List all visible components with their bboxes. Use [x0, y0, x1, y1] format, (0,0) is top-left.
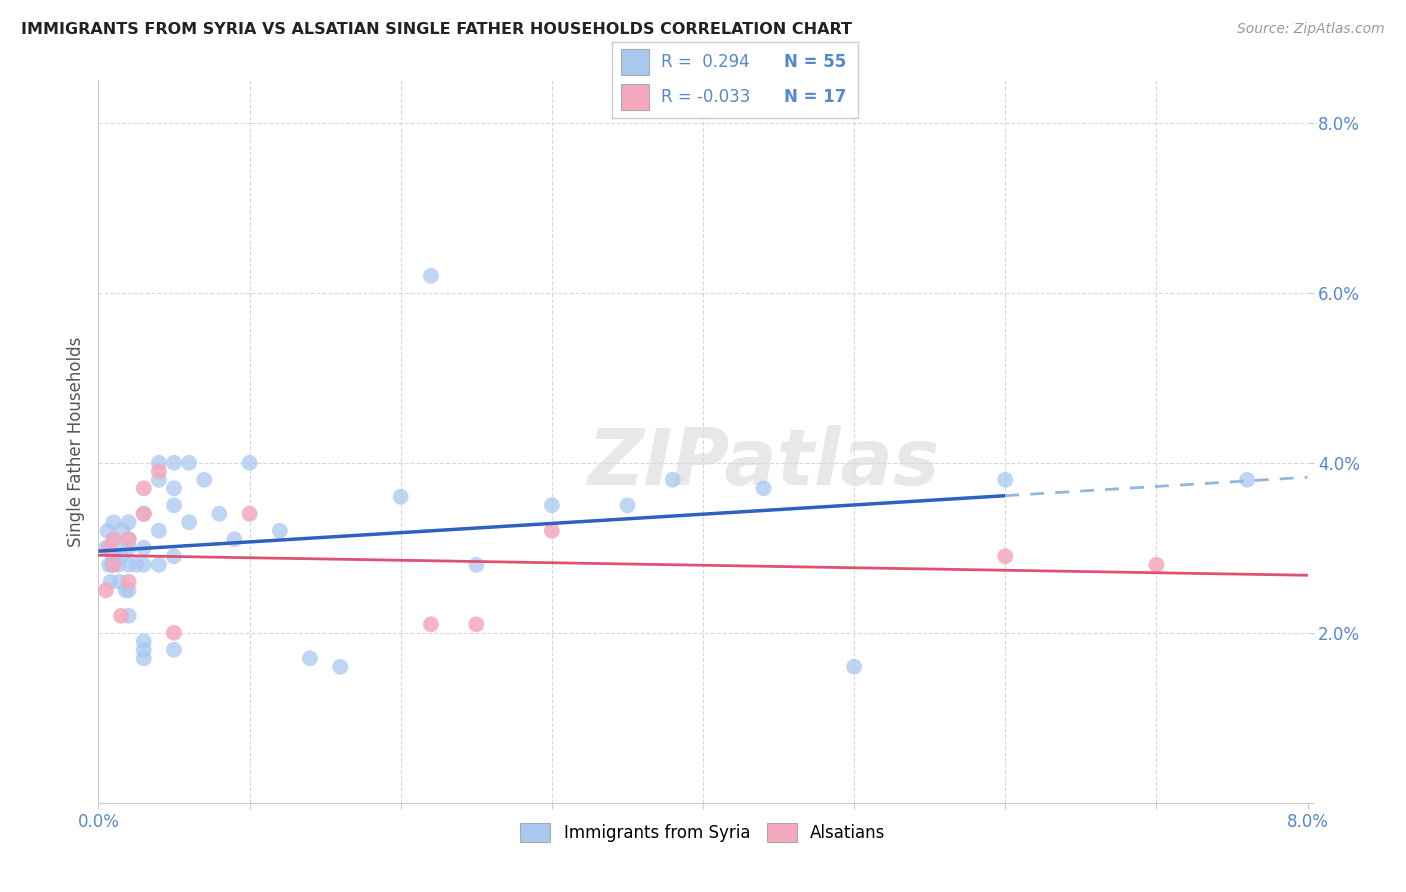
Point [163, 549, 186, 564]
Point [103, 549, 125, 564]
Point [111, 524, 134, 538]
Point [114, 583, 136, 598]
Point [101, 558, 124, 572]
Point [94, 541, 117, 555]
Point [299, 651, 322, 665]
Point [118, 533, 141, 547]
Point [103, 533, 125, 547]
Point [118, 533, 141, 547]
Point [132, 507, 155, 521]
Point [100, 574, 122, 589]
Point [163, 642, 186, 657]
Point [118, 608, 141, 623]
Point [108, 574, 131, 589]
Point [163, 481, 186, 495]
Point [389, 490, 412, 504]
Text: R = -0.033: R = -0.033 [661, 88, 751, 106]
Point [1236, 473, 1258, 487]
Point [110, 549, 132, 564]
Point [105, 541, 128, 555]
FancyBboxPatch shape [621, 85, 648, 111]
Point [994, 549, 1017, 564]
Point [125, 558, 148, 572]
Point [118, 583, 141, 598]
Point [239, 456, 262, 470]
Text: Source: ZipAtlas.com: Source: ZipAtlas.com [1237, 22, 1385, 37]
Point [98, 541, 121, 555]
Point [148, 524, 170, 538]
Point [110, 608, 132, 623]
Point [844, 660, 866, 674]
Point [118, 558, 141, 572]
Point [148, 473, 170, 487]
Point [224, 533, 246, 547]
Point [132, 651, 155, 665]
Point [94, 583, 117, 598]
Point [208, 507, 231, 521]
Point [148, 558, 170, 572]
Y-axis label: Single Father Households: Single Father Households [66, 336, 84, 547]
Point [132, 541, 155, 555]
Point [118, 574, 141, 589]
Legend: Immigrants from Syria, Alsatians: Immigrants from Syria, Alsatians [513, 816, 893, 848]
Point [148, 456, 170, 470]
Point [540, 498, 562, 512]
Point [107, 558, 129, 572]
Point [616, 498, 638, 512]
Point [269, 524, 291, 538]
Point [193, 473, 215, 487]
Point [994, 473, 1017, 487]
Point [132, 634, 155, 648]
Point [132, 507, 155, 521]
Point [179, 456, 201, 470]
Text: R =  0.294: R = 0.294 [661, 53, 749, 70]
Point [96, 524, 118, 538]
Point [239, 507, 262, 521]
Point [118, 516, 141, 530]
Point [163, 625, 186, 640]
Point [179, 516, 201, 530]
Point [661, 473, 683, 487]
Point [163, 456, 186, 470]
Point [420, 617, 443, 632]
Text: IMMIGRANTS FROM SYRIA VS ALSATIAN SINGLE FATHER HOUSEHOLDS CORRELATION CHART: IMMIGRANTS FROM SYRIA VS ALSATIAN SINGLE… [21, 22, 852, 37]
Text: N = 55: N = 55 [785, 53, 846, 70]
Point [163, 498, 186, 512]
Point [118, 541, 141, 555]
Point [752, 481, 775, 495]
Point [98, 558, 121, 572]
Point [103, 516, 125, 530]
Point [465, 558, 488, 572]
Text: N = 17: N = 17 [785, 88, 846, 106]
Point [540, 524, 562, 538]
Point [132, 558, 155, 572]
Point [103, 533, 125, 547]
Text: ZIPatlas: ZIPatlas [588, 425, 939, 501]
Point [329, 660, 352, 674]
Point [465, 617, 488, 632]
Point [1146, 558, 1168, 572]
Point [148, 464, 170, 478]
FancyBboxPatch shape [621, 49, 648, 75]
Point [420, 268, 443, 283]
Point [132, 481, 155, 495]
Point [132, 642, 155, 657]
Point [103, 558, 125, 572]
